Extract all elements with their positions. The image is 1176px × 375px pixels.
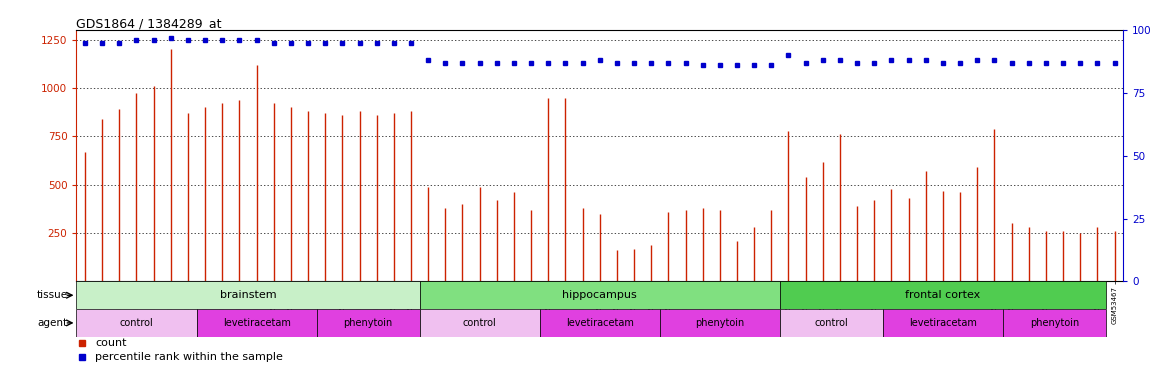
Bar — [76, 281, 420, 309]
Text: percentile rank within the sample: percentile rank within the sample — [95, 352, 283, 362]
Text: frontal cortex: frontal cortex — [906, 290, 981, 300]
Bar — [420, 309, 540, 337]
Text: count: count — [95, 338, 127, 348]
Text: agent: agent — [36, 318, 67, 328]
Text: control: control — [463, 318, 496, 328]
Text: phenytoin: phenytoin — [1030, 318, 1080, 328]
Text: control: control — [120, 318, 153, 328]
Text: levetiracetam: levetiracetam — [909, 318, 977, 328]
Text: levetiracetam: levetiracetam — [566, 318, 634, 328]
Bar — [540, 309, 660, 337]
Text: tissue: tissue — [36, 290, 68, 300]
Bar — [196, 309, 316, 337]
Text: brainstem: brainstem — [220, 290, 276, 300]
Bar — [76, 309, 196, 337]
Bar — [1003, 309, 1105, 337]
Bar — [780, 309, 883, 337]
Text: control: control — [815, 318, 848, 328]
Bar — [780, 281, 1105, 309]
Bar — [420, 281, 780, 309]
Text: phenytoin: phenytoin — [695, 318, 744, 328]
Text: hippocampus: hippocampus — [562, 290, 637, 300]
Text: phenytoin: phenytoin — [343, 318, 393, 328]
Text: levetiracetam: levetiracetam — [222, 318, 290, 328]
Bar — [883, 309, 1003, 337]
Bar — [316, 309, 420, 337]
Bar — [660, 309, 780, 337]
Text: GDS1864 / 1384289_at: GDS1864 / 1384289_at — [76, 17, 222, 30]
